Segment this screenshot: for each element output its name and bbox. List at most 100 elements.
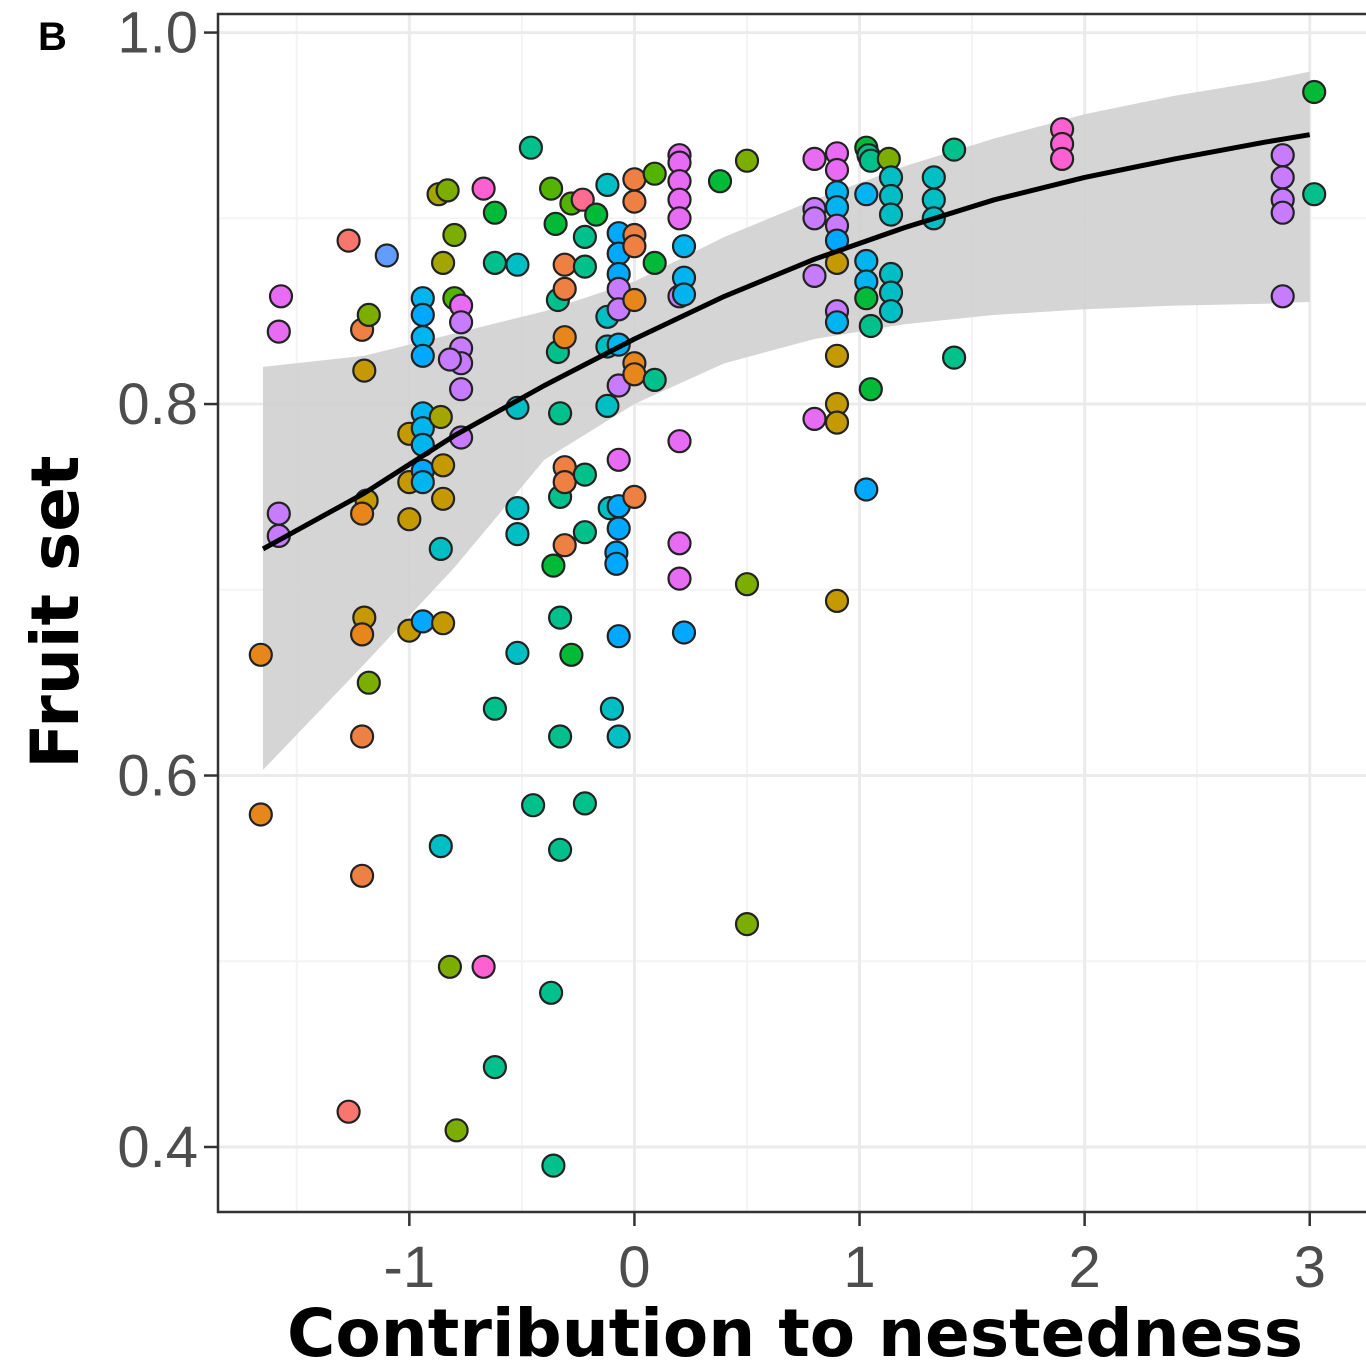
data-point <box>824 410 850 435</box>
data-point <box>622 189 647 214</box>
data-point <box>572 791 598 816</box>
panel-border <box>216 12 1366 1214</box>
x-tick-labels: -1 0 1 2 3 <box>384 1235 1326 1300</box>
data-point <box>482 200 507 225</box>
data-point <box>858 313 883 339</box>
x-tick-label: 3 <box>1294 1235 1326 1300</box>
y-tick-label: 0.8 <box>117 372 198 437</box>
data-point <box>1270 200 1295 225</box>
data-point <box>547 605 573 630</box>
data-point <box>622 484 647 509</box>
data-point <box>431 453 456 478</box>
data-point <box>572 224 598 249</box>
data-point <box>444 1118 469 1143</box>
data-point <box>471 954 496 979</box>
data-point <box>734 148 760 173</box>
data-point <box>449 377 474 402</box>
data-point <box>435 178 460 203</box>
data-point <box>520 793 546 818</box>
data-point <box>604 551 629 576</box>
data-point <box>266 319 291 344</box>
data-point <box>671 620 697 645</box>
data-point <box>428 536 453 562</box>
data-point <box>572 462 598 487</box>
data-point <box>572 254 598 279</box>
data-point <box>854 182 879 207</box>
data-point <box>442 222 467 248</box>
y-tick-label: 0.6 <box>117 744 198 809</box>
data-point <box>734 911 760 937</box>
data-point <box>858 377 883 402</box>
data-point <box>878 202 904 227</box>
data-point <box>336 1099 361 1124</box>
data-point <box>350 622 375 647</box>
panel-label: B <box>38 15 67 59</box>
data-point <box>552 325 577 350</box>
data-point <box>642 367 667 392</box>
data-point <box>552 470 577 495</box>
data-point <box>482 1054 507 1080</box>
data-point <box>552 252 577 277</box>
x-tick-label: 1 <box>843 1235 875 1300</box>
data-point <box>410 470 435 495</box>
x-tick-label: 0 <box>618 1235 650 1300</box>
data-point <box>854 477 879 502</box>
data-point <box>336 228 361 253</box>
data-point <box>248 642 273 667</box>
fitted-curve <box>261 132 1311 552</box>
data-point <box>1270 284 1295 309</box>
data-point <box>437 954 462 979</box>
data-point <box>1049 146 1075 171</box>
data-point <box>941 137 967 162</box>
data-point <box>397 507 422 532</box>
y-tick-labels: 0.4 0.6 0.8 1.0 <box>117 1 198 1180</box>
data-point <box>854 286 879 311</box>
data-point <box>350 724 375 749</box>
data-point <box>541 1153 566 1178</box>
data-point <box>543 211 568 236</box>
data-point <box>1302 79 1327 105</box>
data-point <box>552 533 577 558</box>
confidence-ribbon <box>263 71 1310 770</box>
data-point <box>374 243 399 268</box>
data-point <box>921 165 946 190</box>
data-point <box>622 167 647 192</box>
data-point <box>642 161 667 186</box>
data-point <box>352 358 377 383</box>
data-point <box>606 447 631 472</box>
data-point <box>671 282 697 307</box>
data-point <box>824 157 850 183</box>
data-point <box>1270 143 1295 168</box>
data-point <box>350 501 375 526</box>
x-tick-label: 2 <box>1068 1235 1100 1300</box>
data-point <box>606 724 631 749</box>
data-point <box>547 401 573 426</box>
data-point <box>505 496 530 521</box>
data-point <box>482 250 507 275</box>
data-point <box>667 206 692 231</box>
data-point <box>505 640 530 666</box>
data-point <box>559 642 584 667</box>
data-point <box>1270 165 1295 190</box>
data-point <box>802 206 827 231</box>
data-point <box>622 287 647 313</box>
data-point <box>572 520 598 545</box>
data-point <box>356 302 381 327</box>
data-point <box>248 802 273 827</box>
data-point <box>622 234 647 259</box>
data-point <box>505 521 530 547</box>
data-point <box>584 202 609 227</box>
data-point <box>667 531 692 556</box>
data-point <box>595 172 620 197</box>
data-point <box>268 284 294 309</box>
y-axis-title: Fruit set <box>17 455 94 768</box>
data-point <box>667 566 692 591</box>
data-point <box>431 486 456 511</box>
data-points <box>248 79 1327 1178</box>
data-point <box>437 347 462 372</box>
data-point <box>622 362 647 387</box>
data-point <box>606 624 631 649</box>
data-point <box>878 299 904 324</box>
data-point <box>428 833 453 859</box>
